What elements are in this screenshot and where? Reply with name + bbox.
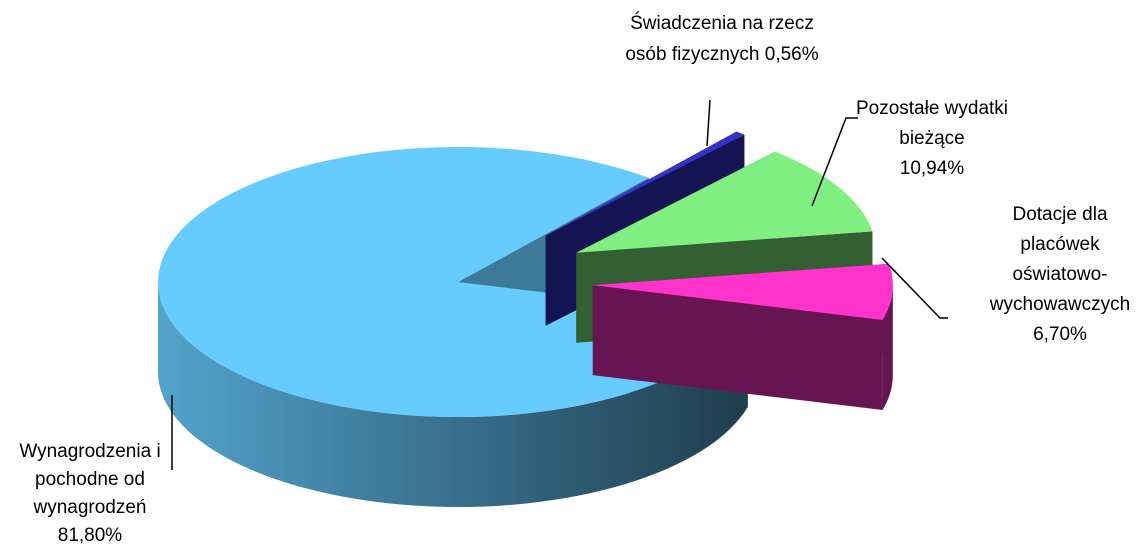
leader-line	[811, 117, 858, 207]
slice-label: Dotacje dla placówek oświatowo-wychowawc…	[985, 200, 1135, 350]
category-label: Dotacje dla placówek oświatowo-wychowawc…	[989, 204, 1131, 315]
slice-wall	[592, 285, 883, 411]
leader-line	[881, 257, 948, 319]
value-label: 81,80%	[57, 525, 123, 546]
category-label: Świadczenia na rzecz osób fizycznych	[625, 13, 814, 65]
slice-label: Pozostałe wydatki bieżące 10,94%	[842, 94, 1022, 184]
slice-label: Świadczenia na rzecz osób fizycznych 0,5…	[622, 8, 822, 70]
slice-top	[592, 263, 893, 321]
value-label: 0,56%	[764, 44, 819, 65]
slice-top	[576, 151, 873, 253]
leader-lines	[171, 99, 948, 470]
leader-line	[706, 99, 711, 147]
slice-side	[158, 282, 748, 508]
slice-side	[882, 285, 893, 411]
category-label: Wynagrodzenia i pochodne od wynagrodzeń	[19, 441, 161, 518]
slices	[158, 131, 893, 508]
category-label: Pozostałe wydatki bieżące	[855, 98, 1009, 149]
value-label: 10,94%	[899, 158, 965, 179]
slice	[592, 263, 893, 411]
slice-top	[545, 131, 745, 236]
value-label: 6,70%	[1033, 324, 1087, 345]
slice-label: Wynagrodzenia i pochodne od wynagrodzeń …	[0, 438, 180, 550]
